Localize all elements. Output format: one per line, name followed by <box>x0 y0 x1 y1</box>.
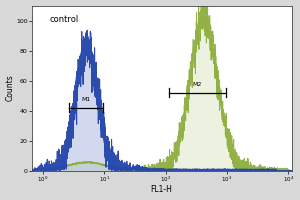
Y-axis label: Counts: Counts <box>6 75 15 101</box>
Text: M1: M1 <box>81 97 90 102</box>
Text: M2: M2 <box>193 82 202 87</box>
Text: control: control <box>50 15 79 24</box>
X-axis label: FL1-H: FL1-H <box>151 185 172 194</box>
